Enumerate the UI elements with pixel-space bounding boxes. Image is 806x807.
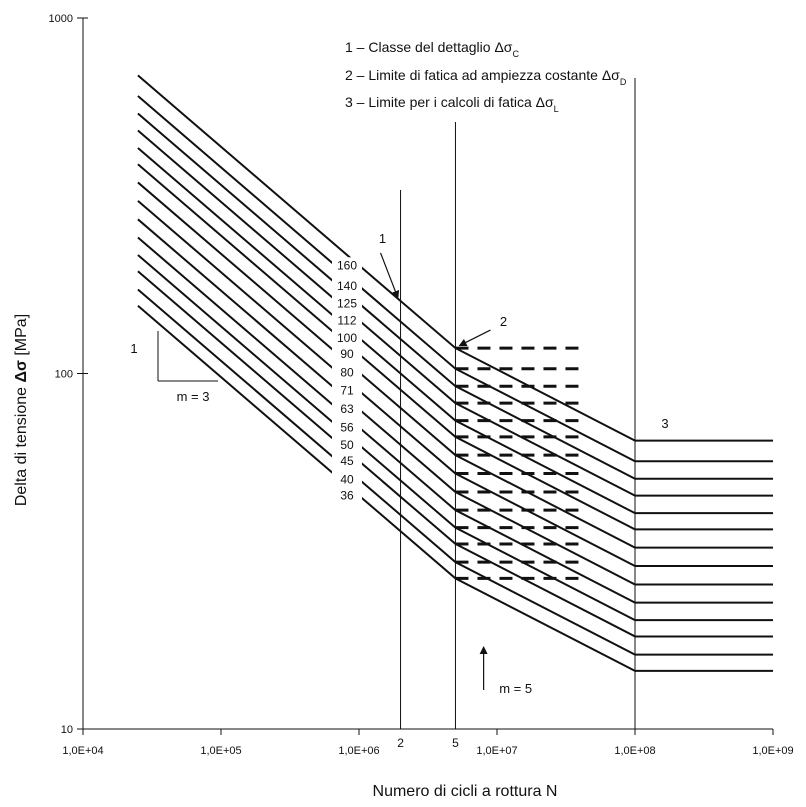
category-label-45: 45 [340,454,354,468]
category-labels: 160 140 125 112 100 90 80 71 63 56 50 45 40 36 [332,257,362,503]
legend-item-2: 2 – Limite di fatica ad ampiezza costant… [345,67,627,87]
callout-1-label: 1 [379,231,386,246]
y-axis-label: Delta di tensione Δσ [MPa] [13,314,30,506]
x-tick-label: 1,0E+06 [338,745,379,757]
category-label-140: 140 [337,279,357,293]
category-label-71: 71 [340,384,354,398]
x-tick-label: 1,0E+05 [200,745,241,757]
x-axis-label: Numero di cicli a rottura N [373,783,558,800]
legend: 1 – Classe del dettaglio ΔσC 2 – Limite … [345,39,627,114]
category-label-160: 160 [337,258,357,272]
category-label-63: 63 [340,402,354,416]
y-tick-label: 1000 [49,13,73,25]
x-tick-label: 1,0E+04 [62,745,103,757]
legend-item-1: 1 – Classe del dettaglio ΔσC [345,39,519,59]
category-label-40: 40 [340,472,354,486]
category-label-36: 36 [340,489,354,503]
category-label-90: 90 [340,347,354,361]
category-label-50: 50 [340,438,354,452]
slope-triangle-label-1: 1 [130,341,137,356]
y-tick-label: 100 [55,369,73,381]
callout-2-arrow [460,330,490,345]
category-label-56: 56 [340,420,354,434]
vertical-marker-label-1: 2 [397,736,404,750]
slope-m5-label: m = 5 [499,681,532,696]
callout-3-label: 3 [661,416,668,431]
category-label-100: 100 [337,331,357,345]
y-tick-label: 10 [61,724,73,736]
legend-item-3: 3 – Limite per i calcoli di fatica ΔσL [345,94,559,114]
vertical-marker-label-2: 5 [452,736,459,750]
x-tick-label: 1,0E+07 [476,745,517,757]
x-tick-label: 1,0E+09 [752,745,793,757]
category-label-125: 125 [337,296,357,310]
category-label-112: 112 [337,313,356,327]
x-tick-label: 1,0E+08 [614,745,655,757]
axes: 1,0E+04 1,0E+05 1,0E+06 1,0E+07 1,0E+08 1,0E+… [49,13,794,757]
callout-2-label: 2 [500,314,507,329]
slope-m3-label: m = 3 [177,389,210,404]
category-label-80: 80 [340,365,354,379]
